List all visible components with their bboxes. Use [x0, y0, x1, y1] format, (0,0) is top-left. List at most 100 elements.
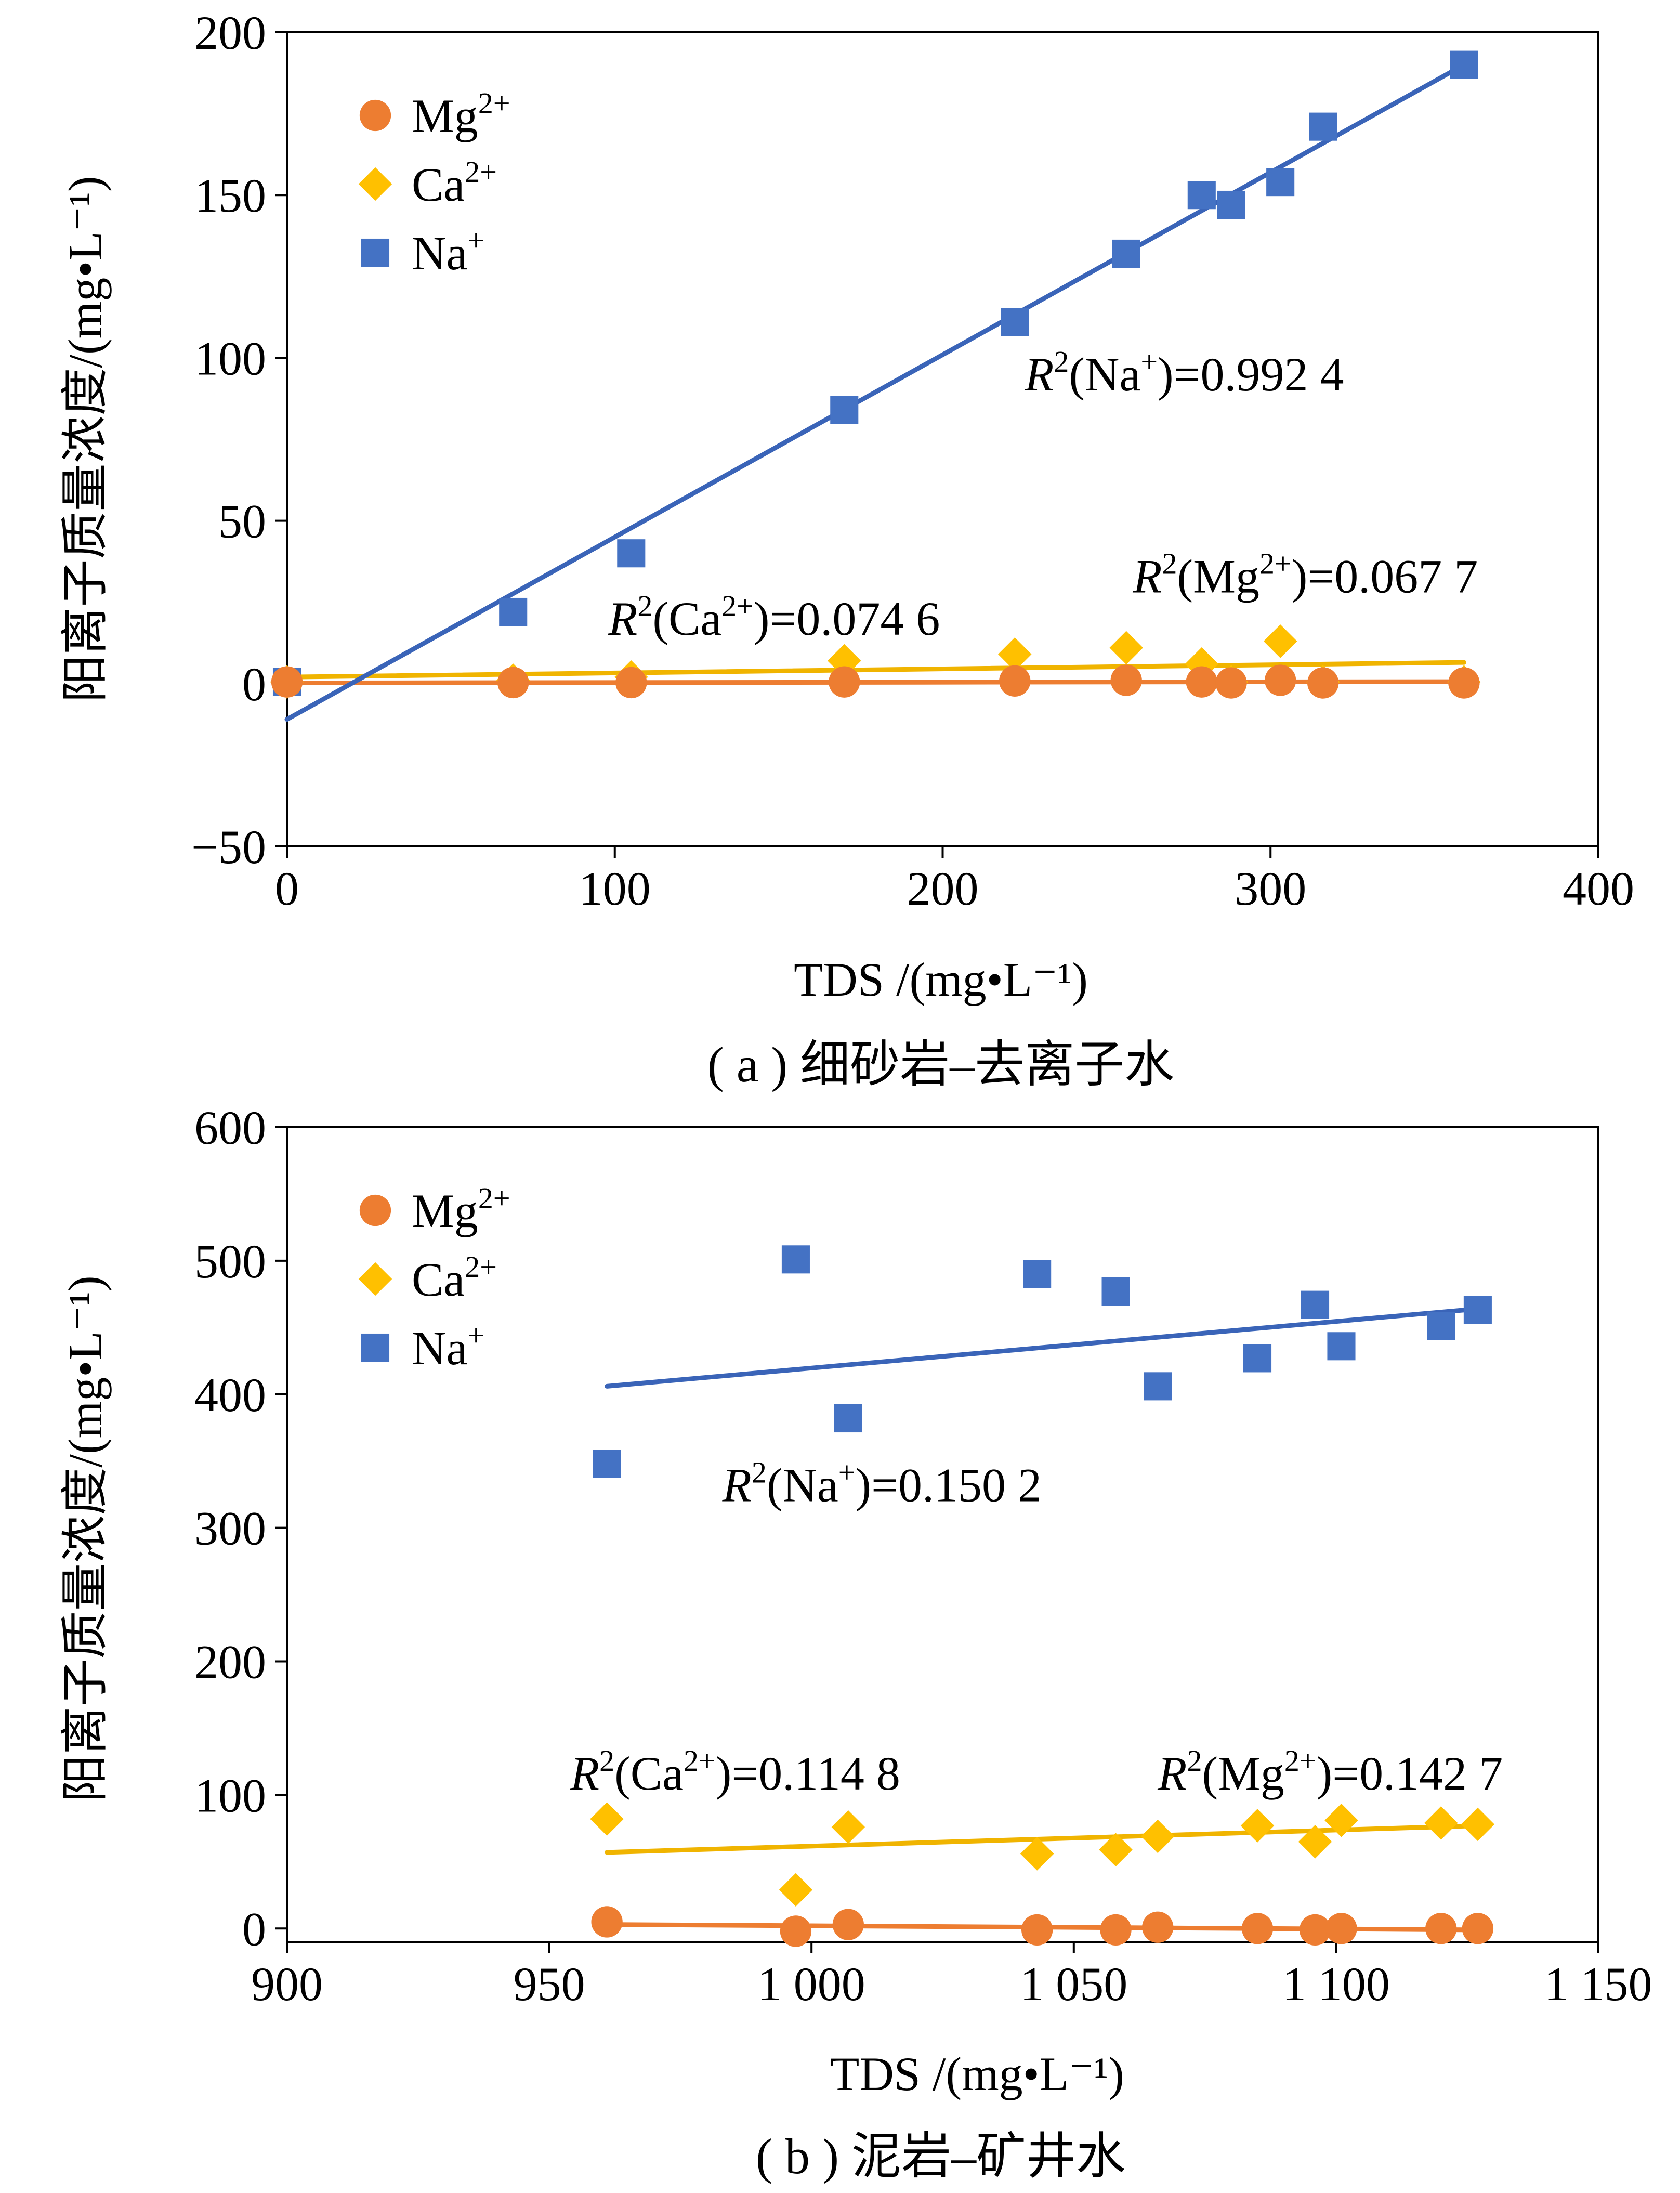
r-squared-annotation: R2(Na+)=0.992 4	[1024, 345, 1344, 401]
x-tick-label: 200	[907, 862, 979, 915]
y-tick-label: 400	[194, 1368, 266, 1421]
data-point-ca	[1461, 1807, 1495, 1842]
y-tick-label: 50	[218, 495, 266, 548]
x-axis-title: TDS /(mg•L⁻¹)	[830, 2047, 1124, 2100]
data-point-na	[830, 396, 859, 424]
data-point-ca	[1324, 1803, 1358, 1837]
data-point-ca	[1298, 1825, 1332, 1859]
data-point-ca	[1099, 1833, 1133, 1866]
data-point-mg	[1110, 664, 1142, 696]
data-point-na	[1301, 1290, 1330, 1319]
data-point-ca	[1240, 1809, 1275, 1843]
legend-label-mg: Mg2+	[412, 86, 510, 142]
data-point-mg	[591, 1906, 623, 1938]
data-point-na	[1001, 308, 1029, 336]
data-point-na	[1023, 1260, 1052, 1288]
data-point-mg	[1186, 666, 1217, 698]
y-tick-label: 200	[194, 1636, 266, 1689]
data-point-ca	[779, 1873, 813, 1907]
data-point-ca	[1020, 1837, 1054, 1871]
y-tick-label: 300	[194, 1502, 266, 1555]
legend-label-na: Na+	[412, 224, 484, 280]
x-tick-label: 1 100	[1282, 1957, 1390, 2011]
y-tick-label: 600	[194, 1101, 266, 1154]
data-point-na	[1243, 1344, 1272, 1373]
data-point-mg	[1215, 667, 1247, 699]
data-point-ca	[1424, 1806, 1458, 1840]
data-point-mg	[1021, 1914, 1053, 1946]
y-tick-label: 100	[194, 1769, 266, 1822]
data-point-mg	[829, 666, 860, 698]
legend-marker-na	[361, 238, 390, 267]
legend-label-ca: Ca2+	[412, 155, 497, 211]
data-point-na	[1309, 112, 1337, 141]
data-point-mg	[497, 667, 529, 699]
legend-marker-mg	[359, 99, 391, 132]
data-point-ca	[590, 1802, 624, 1836]
x-tick-label: 0	[275, 862, 299, 915]
x-tick-label: 900	[251, 1957, 323, 2011]
data-point-ca	[1263, 624, 1297, 658]
data-point-mg	[1299, 1914, 1331, 1946]
data-point-na	[1101, 1277, 1130, 1306]
data-point-na	[1187, 181, 1216, 210]
legend-label-na: Na+	[412, 1319, 484, 1375]
data-point-mg	[780, 1915, 812, 1947]
x-axis-title: TDS /(mg•L⁻¹)	[794, 953, 1088, 1006]
data-point-mg	[1241, 1913, 1274, 1944]
data-point-na	[593, 1450, 621, 1478]
legend-marker-na	[361, 1333, 390, 1362]
data-point-ca	[1109, 631, 1143, 665]
legend-marker-ca	[358, 1262, 392, 1296]
y-axis-title: 阳离子质量浓度/(mg•L⁻¹)	[59, 1276, 112, 1803]
trendline-ca	[605, 1823, 1480, 1855]
x-tick-label: 400	[1563, 862, 1634, 915]
legend-label-ca: Ca2+	[412, 1250, 497, 1306]
data-point-mg	[999, 665, 1031, 697]
data-point-mg	[1307, 667, 1339, 699]
r-squared-annotation: R2(Ca2+)=0.074 6	[608, 589, 940, 645]
data-point-mg	[1142, 1911, 1174, 1943]
x-tick-label: 1 050	[1020, 1957, 1127, 2011]
plot-area-frame	[286, 1126, 1599, 1943]
data-point-mg	[832, 1909, 864, 1940]
data-point-mg	[1100, 1914, 1132, 1946]
data-point-na	[1327, 1332, 1356, 1361]
r-squared-annotation: R2(Ca2+)=0.114 8	[570, 1744, 900, 1800]
plot-area-frame	[286, 31, 1599, 847]
data-point-na	[781, 1245, 810, 1274]
r-squared-annotation: R2(Mg2+)=0.142 7	[1157, 1744, 1503, 1800]
trendline-ca	[284, 660, 1466, 680]
x-tick-label: 1 150	[1545, 1957, 1652, 2011]
chart-panel-b: 0 100 200 300 400 500 600 900 950 1 000 1 050 1 100…	[59, 1101, 1652, 2184]
y-tick-label: 0	[242, 658, 266, 711]
data-point-ca	[1141, 1819, 1175, 1853]
legend-label-mg: Mg2+	[412, 1181, 510, 1237]
y-tick-label: 150	[194, 169, 266, 222]
y-tick-label: 500	[194, 1235, 266, 1288]
x-tick-label: 300	[1235, 862, 1306, 915]
r-squared-annotation: R2(Mg2+)=0.067 7	[1132, 546, 1478, 603]
data-point-na	[1463, 1296, 1492, 1324]
data-point-mg	[1325, 1913, 1357, 1944]
trendline-na	[605, 1306, 1480, 1389]
legend-marker-ca	[358, 167, 392, 201]
legend-marker-mg	[359, 1194, 391, 1226]
data-point-ca	[1185, 647, 1219, 681]
data-point-mg	[1448, 667, 1480, 699]
y-tick-label: 0	[242, 1902, 266, 1955]
y-tick-label: −50	[191, 820, 266, 873]
x-tick-label: 1 000	[758, 1957, 865, 2011]
data-point-mg	[271, 666, 303, 698]
data-point-mg	[1462, 1913, 1494, 1944]
data-point-na	[1450, 50, 1478, 79]
x-tick-label: 100	[579, 862, 651, 915]
data-point-na	[1112, 239, 1140, 268]
data-point-na	[617, 539, 646, 568]
panel-caption: ( b ) 泥岩–矿井水	[756, 2129, 1126, 2184]
data-point-na	[1144, 1372, 1172, 1401]
data-point-ca	[998, 637, 1032, 671]
y-axis-title: 阳离子质量浓度/(mg•L⁻¹)	[59, 176, 112, 703]
